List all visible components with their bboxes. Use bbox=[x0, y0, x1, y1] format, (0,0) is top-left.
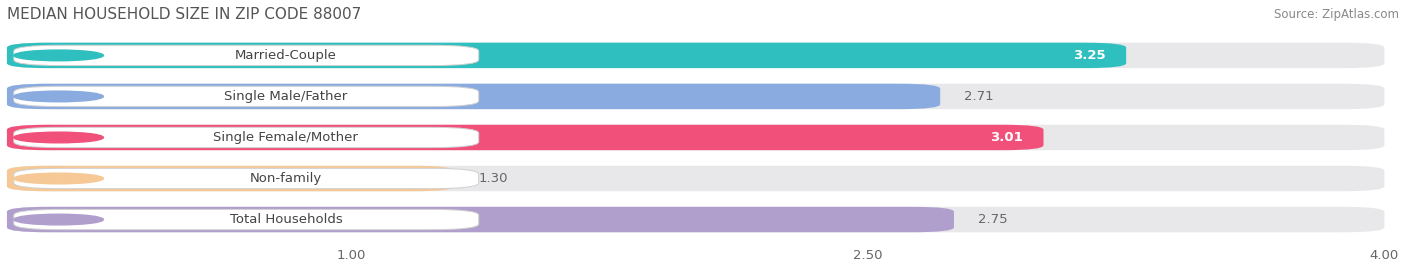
FancyBboxPatch shape bbox=[7, 125, 1043, 150]
Text: 3.25: 3.25 bbox=[1073, 49, 1105, 62]
Text: MEDIAN HOUSEHOLD SIZE IN ZIP CODE 88007: MEDIAN HOUSEHOLD SIZE IN ZIP CODE 88007 bbox=[7, 7, 361, 22]
Text: Source: ZipAtlas.com: Source: ZipAtlas.com bbox=[1274, 8, 1399, 21]
Text: Single Male/Father: Single Male/Father bbox=[225, 90, 347, 103]
FancyBboxPatch shape bbox=[14, 209, 478, 230]
FancyBboxPatch shape bbox=[7, 84, 1385, 109]
FancyBboxPatch shape bbox=[14, 127, 478, 148]
FancyBboxPatch shape bbox=[7, 43, 1385, 68]
Text: Married-Couple: Married-Couple bbox=[235, 49, 337, 62]
Circle shape bbox=[14, 91, 104, 102]
FancyBboxPatch shape bbox=[14, 45, 478, 66]
FancyBboxPatch shape bbox=[7, 43, 1126, 68]
FancyBboxPatch shape bbox=[14, 168, 478, 189]
Text: 2.71: 2.71 bbox=[965, 90, 994, 103]
Circle shape bbox=[14, 132, 104, 143]
Text: 3.01: 3.01 bbox=[990, 131, 1022, 144]
FancyBboxPatch shape bbox=[7, 166, 1385, 191]
Text: Total Households: Total Households bbox=[229, 213, 342, 226]
Circle shape bbox=[14, 214, 104, 225]
Text: 2.75: 2.75 bbox=[979, 213, 1008, 226]
FancyBboxPatch shape bbox=[7, 207, 953, 232]
FancyBboxPatch shape bbox=[7, 84, 941, 109]
Circle shape bbox=[14, 173, 104, 184]
FancyBboxPatch shape bbox=[7, 125, 1385, 150]
Text: Single Female/Mother: Single Female/Mother bbox=[214, 131, 359, 144]
FancyBboxPatch shape bbox=[7, 207, 1385, 232]
Circle shape bbox=[14, 50, 104, 61]
FancyBboxPatch shape bbox=[7, 166, 454, 191]
FancyBboxPatch shape bbox=[14, 86, 478, 107]
Text: 1.30: 1.30 bbox=[478, 172, 508, 185]
Text: Non-family: Non-family bbox=[250, 172, 322, 185]
